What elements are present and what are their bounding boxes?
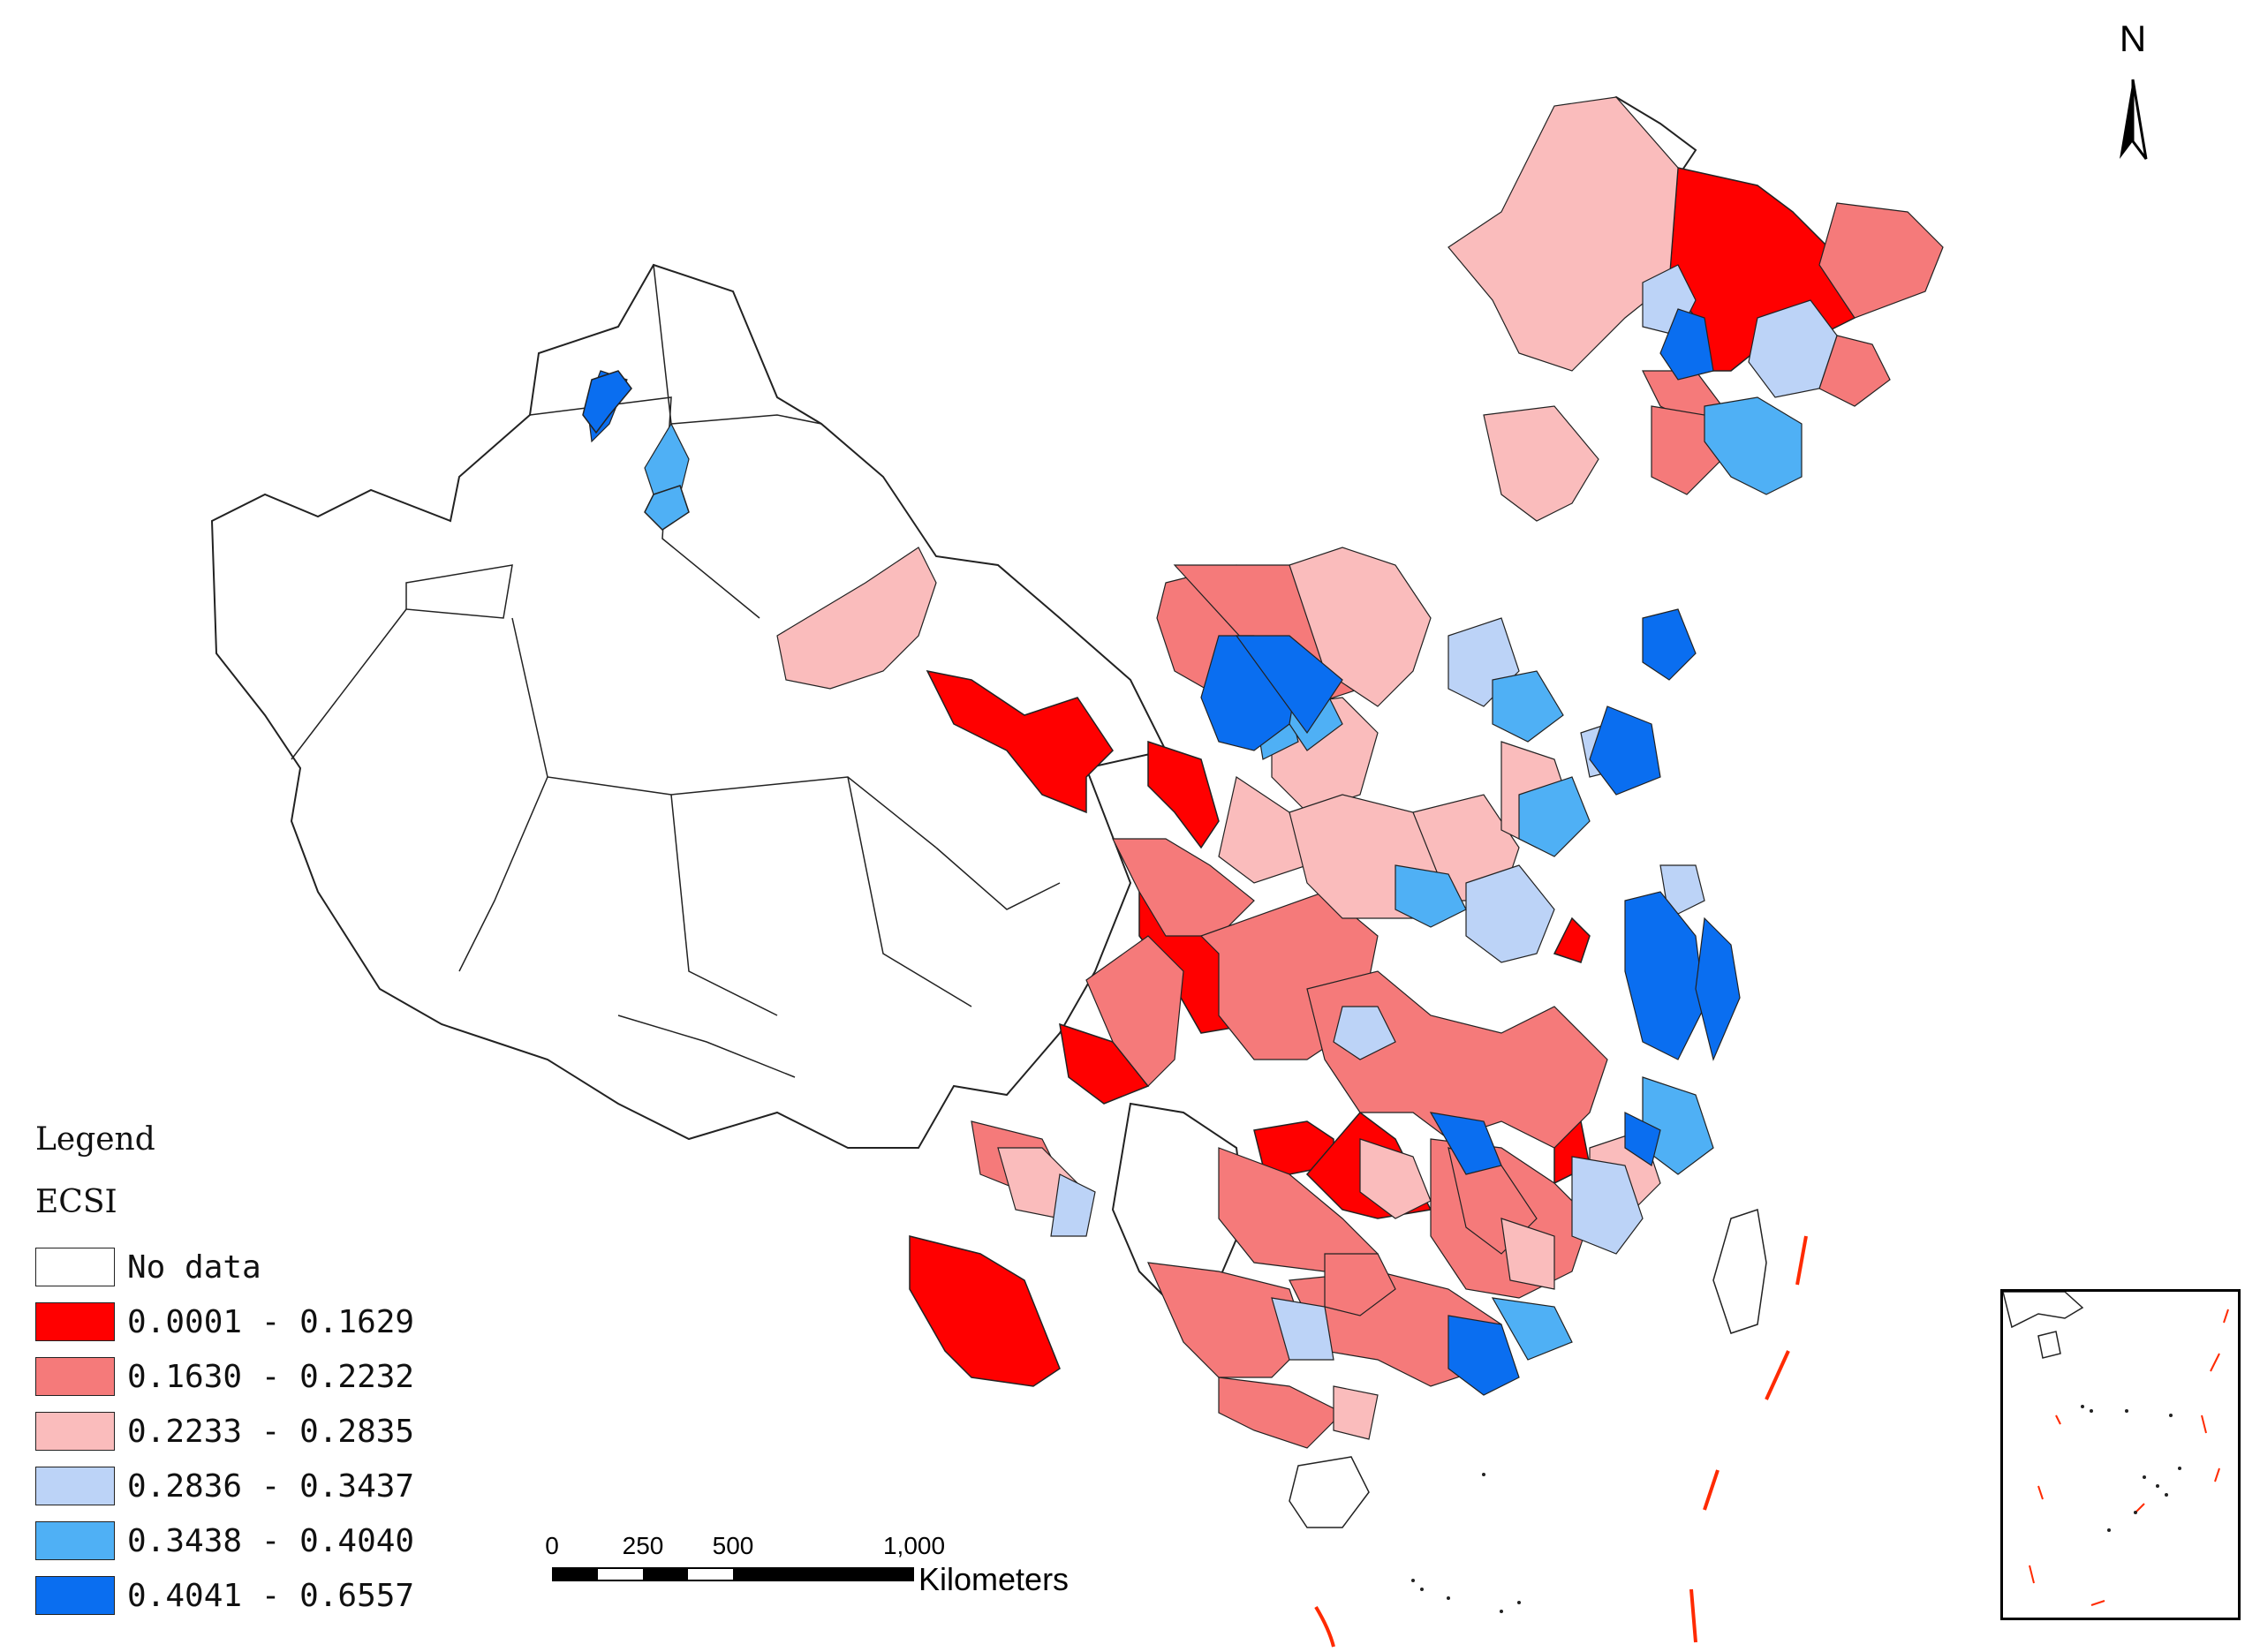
scale-tick: 1,000 xyxy=(882,1532,946,1559)
scale-tick: 500 xyxy=(712,1532,754,1559)
legend-title: Legend xyxy=(35,1121,155,1158)
legend-label: 0.2233 - 0.2835 xyxy=(127,1413,415,1450)
inset-map xyxy=(2002,1291,2229,1606)
legend-item: 0.0001 - 0.1629 xyxy=(35,1294,414,1349)
legend-item: No data xyxy=(35,1240,414,1294)
scale-tick: 250 xyxy=(622,1532,664,1559)
legend-swatch xyxy=(35,1412,115,1451)
region-class-2233-2835 xyxy=(776,96,1679,1440)
legend-swatch xyxy=(35,1248,115,1286)
legend-label: 0.3438 - 0.4040 xyxy=(127,1522,415,1559)
legend-field-name: ECSI xyxy=(35,1184,117,1220)
legend-swatch xyxy=(35,1467,115,1505)
south-china-sea-dash-line xyxy=(1314,1235,1808,1648)
north-label: N xyxy=(2119,18,2147,59)
legend-label: 0.1630 - 0.2232 xyxy=(127,1358,415,1395)
legend-swatch xyxy=(35,1357,115,1396)
legend-swatch xyxy=(35,1576,115,1615)
legend: Legend ECSI No data 0.0001 - 0.1629 0.16… xyxy=(35,1121,414,1623)
scale-tick: 0 xyxy=(545,1532,559,1559)
scale-bar: 0 250 500 1,000 Kilometers xyxy=(545,1532,1069,1611)
scale-segment xyxy=(733,1569,912,1580)
legend-list: No data 0.0001 - 0.1629 0.1630 - 0.2232 … xyxy=(35,1240,414,1623)
scale-segment xyxy=(554,1569,598,1580)
hainan-island xyxy=(1289,1456,1370,1528)
legend-item: 0.4041 - 0.6557 xyxy=(35,1568,414,1623)
region-class-4041-6557 xyxy=(586,308,1741,1396)
sea-islands xyxy=(1411,1473,1521,1613)
legend-item: 0.1630 - 0.2232 xyxy=(35,1349,414,1404)
legend-item: 0.2233 - 0.2835 xyxy=(35,1404,414,1459)
legend-swatch xyxy=(35,1521,115,1560)
north-arrow-icon xyxy=(2120,79,2148,160)
scale-segment xyxy=(598,1569,643,1580)
legend-label: No data xyxy=(127,1248,261,1286)
region-xinjiang-spots xyxy=(582,370,690,531)
legend-label: 0.4041 - 0.6557 xyxy=(127,1577,415,1614)
taiwan-island xyxy=(1712,1209,1767,1334)
scale-unit: Kilometers xyxy=(918,1561,1070,1597)
region-class-1630-2232 xyxy=(971,202,1944,1449)
legend-label: 0.2836 - 0.3437 xyxy=(127,1467,415,1505)
legend-swatch xyxy=(35,1302,115,1341)
region-class-3438-4040 xyxy=(644,396,1803,1361)
south-china-sea-inset xyxy=(2000,1289,2241,1620)
legend-item: 0.2836 - 0.3437 xyxy=(35,1459,414,1513)
legend-item: 0.3438 - 0.4040 xyxy=(35,1513,414,1568)
scale-segment xyxy=(688,1569,733,1580)
legend-label: 0.0001 - 0.1629 xyxy=(127,1303,415,1340)
scale-segment xyxy=(643,1569,688,1580)
north-arrow: N xyxy=(2097,18,2168,168)
scale-bar-graphic xyxy=(552,1567,914,1581)
